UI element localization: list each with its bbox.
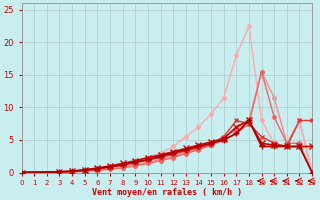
X-axis label: Vent moyen/en rafales ( km/h ): Vent moyen/en rafales ( km/h ): [92, 188, 242, 197]
